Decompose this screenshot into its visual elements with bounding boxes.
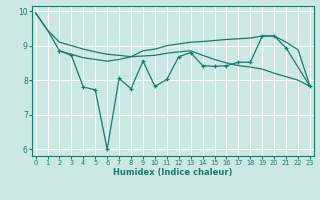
X-axis label: Humidex (Indice chaleur): Humidex (Indice chaleur) [113,168,233,177]
